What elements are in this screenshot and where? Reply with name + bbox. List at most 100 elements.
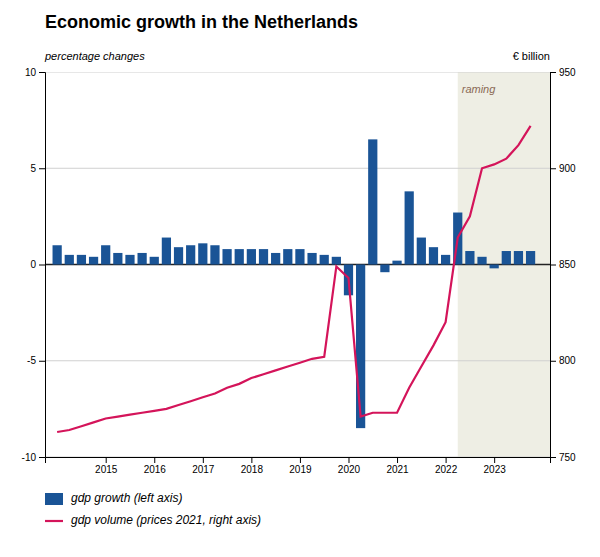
tick-label: -5 [27,355,36,366]
tick: 2016 [144,457,167,475]
legend-item: gdp growth (left axis) [45,491,182,505]
tick-mark [203,457,204,463]
grid-line [45,457,550,458]
tick-label: 5 [30,163,36,174]
tick-label: 10 [25,67,37,78]
legend-label: gdp growth (left axis) [71,491,182,505]
bar [526,251,535,264]
tick-mark [550,457,556,458]
tick: -5 [27,355,45,366]
bar [502,251,511,264]
tick: 2020 [338,457,361,475]
tick-mark [550,265,556,266]
bar [186,245,195,264]
tick-mark [154,457,155,463]
tick: 5 [30,163,45,174]
tick-label: 2018 [241,464,264,475]
bar [514,251,523,264]
tick-mark [39,457,45,458]
bar [174,247,183,264]
tick: 800 [550,355,576,366]
tick-label: 2023 [484,464,507,475]
bar [113,253,122,265]
tick-label: 900 [559,163,576,174]
grid [45,72,550,457]
bar [162,238,171,265]
tick-label: 800 [559,355,576,366]
tick: 2019 [289,457,312,475]
bar [77,255,86,265]
bar [320,255,329,265]
tick-label: 2022 [435,464,458,475]
tick-mark [39,361,45,362]
tick: 2015 [95,457,118,475]
bar [283,249,292,264]
tick-label: 2020 [338,464,361,475]
axis-line [551,73,557,458]
plot: 2015 2016 2017 2018 2019 2020 2021 2022 2023 -10 -… [22,67,577,475]
grid-line [45,360,550,361]
grid-line [45,168,550,169]
axis-line [46,458,551,464]
bar [332,257,341,265]
bar [210,245,219,264]
bar [307,253,316,265]
chart: 2015 2016 2017 2018 2019 2020 2021 2022 2023 -10 -… [0,0,600,557]
tick-label: 2017 [192,464,215,475]
tick-label: 0 [30,259,36,270]
legend-swatch [45,520,63,522]
tick-mark [550,72,556,73]
bar [356,265,365,429]
bar [235,249,244,264]
bar [65,255,74,265]
tick: 0 [30,259,45,270]
bar [477,257,486,265]
bar [465,251,474,264]
tick-label: 2016 [144,464,167,475]
y2-axis: 750 800 850 900 950 [550,67,576,463]
bar [368,139,377,264]
tick-mark [39,72,45,73]
tick: 750 [550,452,576,463]
bar [392,261,401,265]
bar [53,245,62,264]
tick-label: 2015 [95,464,118,475]
bar [441,255,450,265]
title: Economic growth in the Netherlands [45,12,358,32]
tick-mark [494,457,495,463]
tick-label: 750 [559,452,576,463]
legend: gdp growth (left axis) gdp volume (prices… [45,491,261,527]
bar [89,257,98,265]
tick: 2023 [484,457,507,475]
bar [417,238,426,265]
tick-label: -10 [22,452,37,463]
legend-swatch [45,493,63,505]
marks [45,72,550,457]
tick-mark [251,457,252,463]
tick: 2017 [192,457,215,475]
tick-mark [446,457,447,463]
bar [138,253,147,265]
tick-mark [348,457,349,463]
tick-label: 2019 [289,464,312,475]
bar [101,245,110,264]
tick-label: 950 [559,67,576,78]
bar [150,257,159,265]
bar [222,249,231,264]
bar [405,191,414,264]
bar [380,265,389,273]
axis-line [39,73,46,458]
tick: 2021 [386,457,409,475]
y-axis-label: percentage changes [44,50,145,62]
tick-mark [39,265,45,266]
bar [125,255,134,265]
bar [429,247,438,264]
tick-mark [300,457,301,463]
legend-label: gdp volume (prices 2021, right axis) [71,513,261,527]
tick-label: 2021 [386,464,409,475]
legend-item: gdp volume (prices 2021, right axis) [45,513,261,527]
tick: 850 [550,259,576,270]
x-axis: 2015 2016 2017 2018 2019 2020 2021 2022 2023 [46,457,551,475]
y2-axis-label: € billion [513,50,550,62]
annotation: raming [462,83,497,95]
